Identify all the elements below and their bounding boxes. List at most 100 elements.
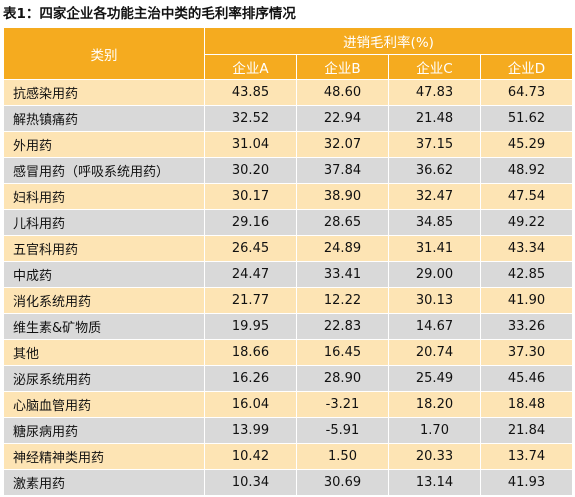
margin-value-cell: 29.16 <box>204 209 297 236</box>
table-row: 儿科用药 29.16 28.65 34.85 49.22 <box>3 209 573 236</box>
category-cell: 激素用药 <box>3 469 205 496</box>
table-row: 外用药 31.04 32.07 37.15 45.29 <box>3 131 573 158</box>
margin-value-cell: 41.93 <box>480 469 573 496</box>
margin-value-cell: 21.77 <box>204 287 297 314</box>
margin-value-cell: 18.20 <box>388 391 481 418</box>
category-cell: 抗感染用药 <box>3 79 205 106</box>
margin-value-cell: 30.17 <box>204 183 297 210</box>
margin-value-cell: 19.95 <box>204 313 297 340</box>
margin-value-cell: 16.45 <box>296 339 389 366</box>
table-row: 抗感染用药 43.85 48.60 47.83 64.73 <box>3 79 573 106</box>
category-cell: 糖尿病用药 <box>3 417 205 444</box>
table-row: 泌尿系统用药 16.26 28.90 25.49 45.46 <box>3 365 573 392</box>
margin-value-cell: 32.07 <box>296 131 389 158</box>
margin-value-cell: 34.85 <box>388 209 481 236</box>
table-row: 五官科用药 26.45 24.89 31.41 43.34 <box>3 235 573 262</box>
margin-value-cell: 20.74 <box>388 339 481 366</box>
margin-value-cell: 30.13 <box>388 287 481 314</box>
margin-value-cell: 43.85 <box>204 79 297 106</box>
margin-value-cell: 36.62 <box>388 157 481 184</box>
margin-value-cell: 16.04 <box>204 391 297 418</box>
margin-value-cell: 28.65 <box>296 209 389 236</box>
margin-value-cell: 64.73 <box>480 79 573 106</box>
margin-value-cell: 13.74 <box>480 443 573 470</box>
table-row: 神经精神类用药 10.42 1.50 20.33 13.74 <box>3 443 573 470</box>
category-cell: 消化系统用药 <box>3 287 205 314</box>
category-cell: 其他 <box>3 339 205 366</box>
margin-value-cell: 12.22 <box>296 287 389 314</box>
margin-value-cell: 48.60 <box>296 79 389 106</box>
margin-value-cell: 29.00 <box>388 261 481 288</box>
table-row: 感冒用药（呼吸系统用药） 30.20 37.84 36.62 48.92 <box>3 157 573 184</box>
margin-value-cell: 25.49 <box>388 365 481 392</box>
table-row: 解热镇痛药 32.52 22.94 21.48 51.62 <box>3 105 573 132</box>
table-row: 消化系统用药 21.77 12.22 30.13 41.90 <box>3 287 573 314</box>
margin-value-cell: 31.41 <box>388 235 481 262</box>
margin-value-cell: 13.99 <box>204 417 297 444</box>
gross-margin-table: 类别 进销毛利率(%) 企业A 企业B 企业C 企业D 抗感染用药 43.85 48… <box>3 27 573 496</box>
company-header: 企业B <box>296 54 389 80</box>
category-cell: 外用药 <box>3 131 205 158</box>
category-cell: 五官科用药 <box>3 235 205 262</box>
margin-value-cell: 21.48 <box>388 105 481 132</box>
margin-value-cell: 31.04 <box>204 131 297 158</box>
category-cell: 妇科用药 <box>3 183 205 210</box>
category-cell: 心脑血管用药 <box>3 391 205 418</box>
category-cell: 维生素&矿物质 <box>3 313 205 340</box>
margin-value-cell: 37.30 <box>480 339 573 366</box>
margin-value-cell: 14.67 <box>388 313 481 340</box>
margin-value-cell: 13.14 <box>388 469 481 496</box>
margin-value-cell: 26.45 <box>204 235 297 262</box>
table-body: 抗感染用药 43.85 48.60 47.83 64.73 解热镇痛药 32.52 22.94… <box>3 79 573 496</box>
category-cell: 神经精神类用药 <box>3 443 205 470</box>
margin-value-cell: 30.20 <box>204 157 297 184</box>
margin-value-cell: 1.50 <box>296 443 389 470</box>
category-cell: 儿科用药 <box>3 209 205 236</box>
category-cell: 感冒用药（呼吸系统用药） <box>3 157 205 184</box>
margin-value-cell: 1.70 <box>388 417 481 444</box>
company-header: 企业C <box>388 54 481 80</box>
margin-value-cell: 49.22 <box>480 209 573 236</box>
margin-value-cell: 32.52 <box>204 105 297 132</box>
margin-value-cell: 38.90 <box>296 183 389 210</box>
margin-value-cell: 42.85 <box>480 261 573 288</box>
margin-value-cell: 28.90 <box>296 365 389 392</box>
margin-value-cell: 21.84 <box>480 417 573 444</box>
margin-value-cell: 51.62 <box>480 105 573 132</box>
category-cell: 解热镇痛药 <box>3 105 205 132</box>
margin-group-header: 进销毛利率(%) <box>204 27 573 55</box>
margin-value-cell: 24.89 <box>296 235 389 262</box>
table-title: 表1：四家企业各功能主治中类的毛利率排序情况 <box>3 6 296 22</box>
margin-value-cell: 22.94 <box>296 105 389 132</box>
margin-value-cell: 32.47 <box>388 183 481 210</box>
margin-value-cell: 48.92 <box>480 157 573 184</box>
table-row: 糖尿病用药 13.99 -5.91 1.70 21.84 <box>3 417 573 444</box>
margin-value-cell: 24.47 <box>204 261 297 288</box>
margin-value-cell: 18.66 <box>204 339 297 366</box>
margin-value-cell: 30.69 <box>296 469 389 496</box>
margin-value-cell: 16.26 <box>204 365 297 392</box>
margin-value-cell: 37.84 <box>296 157 389 184</box>
margin-value-cell: 45.29 <box>480 131 573 158</box>
margin-value-cell: 18.48 <box>480 391 573 418</box>
margin-value-cell: 33.41 <box>296 261 389 288</box>
margin-value-cell: 10.42 <box>204 443 297 470</box>
company-header: 企业D <box>480 54 573 80</box>
table-row: 妇科用药 30.17 38.90 32.47 47.54 <box>3 183 573 210</box>
margin-value-cell: 47.54 <box>480 183 573 210</box>
margin-value-cell: 45.46 <box>480 365 573 392</box>
margin-value-cell: 33.26 <box>480 313 573 340</box>
category-cell: 中成药 <box>3 261 205 288</box>
company-header: 企业A <box>204 54 297 80</box>
margin-value-cell: 20.33 <box>388 443 481 470</box>
table-row: 其他 18.66 16.45 20.74 37.30 <box>3 339 573 366</box>
table-row: 维生素&矿物质 19.95 22.83 14.67 33.26 <box>3 313 573 340</box>
category-header: 类别 <box>3 27 205 80</box>
margin-value-cell: 47.83 <box>388 79 481 106</box>
margin-value-cell: -5.91 <box>296 417 389 444</box>
category-cell: 泌尿系统用药 <box>3 365 205 392</box>
table-row: 心脑血管用药 16.04 -3.21 18.20 18.48 <box>3 391 573 418</box>
margin-value-cell: 37.15 <box>388 131 481 158</box>
margin-value-cell: 41.90 <box>480 287 573 314</box>
margin-value-cell: 43.34 <box>480 235 573 262</box>
